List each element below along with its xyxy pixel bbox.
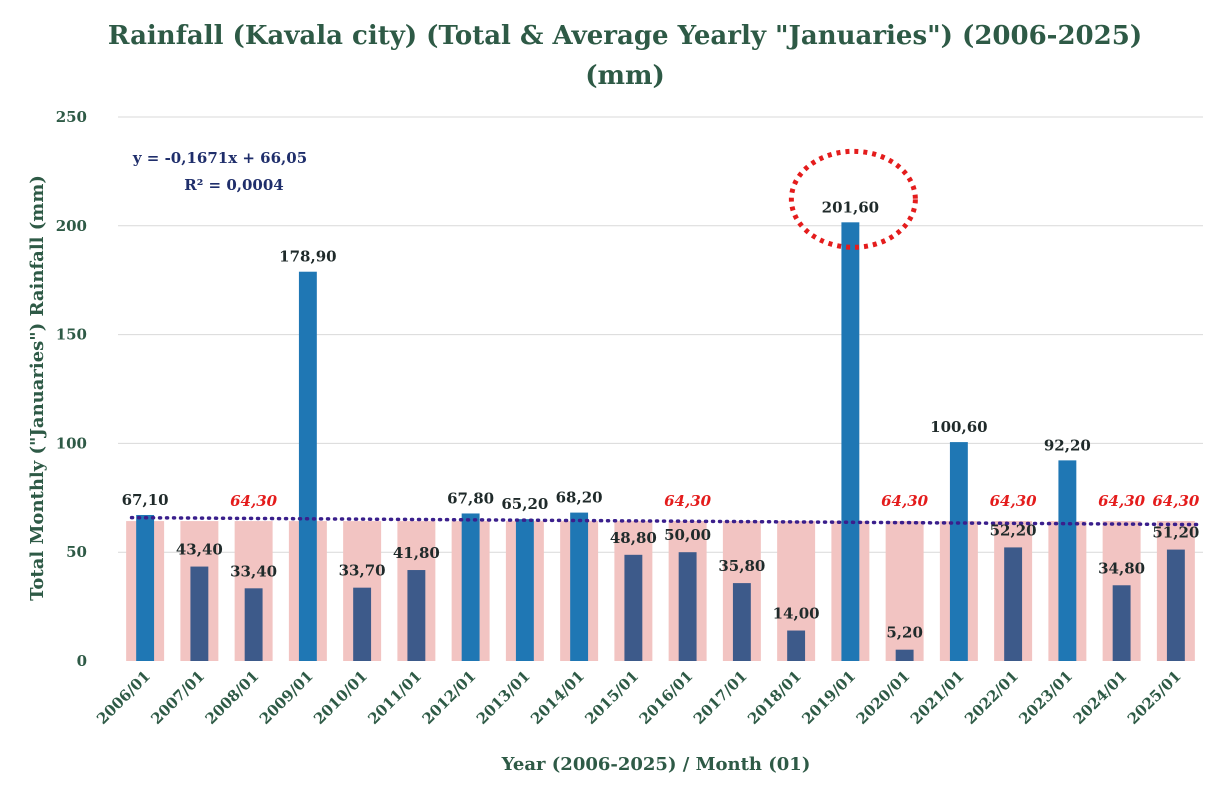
- data-label: 35,80: [718, 557, 765, 575]
- x-axis-title: Year (2006-2025) / Month (01): [501, 754, 811, 775]
- x-tick-label: 2008/01: [202, 667, 263, 728]
- highlight-marker: [788, 148, 918, 250]
- rainfall-bar: [1112, 585, 1131, 661]
- x-tick-label: 2015/01: [581, 667, 642, 728]
- data-label: 5,20: [886, 624, 923, 642]
- x-tick-label: 2025/01: [1124, 667, 1185, 728]
- x-tick-label: 2021/01: [907, 667, 968, 728]
- trendline: [129, 515, 1200, 527]
- y-tick-label: 0: [77, 652, 87, 670]
- rainfall-bar: [461, 513, 480, 661]
- data-label: 52,20: [990, 521, 1037, 539]
- rainfall-bar: [949, 442, 968, 661]
- rainfall-bar: [895, 649, 914, 661]
- chart-title-line2: (mm): [585, 61, 665, 91]
- x-tick-label: 2017/01: [690, 667, 751, 728]
- trend-equation: y = -0,1671x + 66,05: [132, 149, 307, 167]
- x-tick-label: 2020/01: [853, 667, 914, 728]
- x-tick-label: 2009/01: [256, 667, 317, 728]
- rainfall-bar: [515, 519, 534, 661]
- x-tick-label: 2019/01: [798, 667, 859, 728]
- x-tick-label: 2007/01: [147, 667, 208, 728]
- x-tick-label: 2010/01: [310, 667, 371, 728]
- data-label: 100,60: [930, 418, 987, 436]
- data-label: 92,20: [1044, 436, 1091, 454]
- x-tick-label: 2016/01: [636, 667, 697, 728]
- y-tick-label: 100: [56, 434, 87, 452]
- data-label: 50,00: [664, 526, 711, 544]
- rainfall-bar: [407, 570, 426, 661]
- trendline-path: [129, 515, 1200, 527]
- rainfall-bar: [298, 271, 317, 661]
- data-label: 34,80: [1098, 559, 1145, 577]
- x-tick-label: 2013/01: [473, 667, 534, 728]
- average-label: 64,30: [1098, 492, 1146, 510]
- data-label: 67,80: [447, 489, 494, 507]
- x-tick-label: 2012/01: [419, 667, 480, 728]
- data-label: 65,20: [501, 495, 548, 513]
- rainfall-bar: [190, 566, 209, 661]
- trend-r-squared: R² = 0,0004: [184, 176, 283, 194]
- rainfall-bar: [1058, 460, 1077, 661]
- rainfall-bar: [678, 552, 697, 661]
- data-label: 14,00: [773, 605, 820, 623]
- rainfall-bar: [570, 512, 589, 661]
- rainfall-bar: [624, 554, 643, 661]
- x-tick-label: 2024/01: [1070, 667, 1131, 728]
- y-axis-title: Total Monthly ("Januaries") Rainfall (mm…: [27, 175, 48, 601]
- average-label: 64,30: [881, 492, 929, 510]
- average-bars: [126, 521, 1195, 661]
- y-tick-label: 150: [56, 326, 87, 344]
- data-label: 51,20: [1152, 524, 1199, 542]
- average-label: 64,30: [990, 492, 1038, 510]
- data-label: 33,70: [339, 562, 386, 580]
- average-label: 64,30: [230, 492, 278, 510]
- data-label: 201,60: [822, 198, 879, 216]
- y-tick-label: 200: [56, 217, 87, 235]
- x-tick-label: 2023/01: [1015, 667, 1076, 728]
- data-label: 67,10: [122, 491, 169, 509]
- y-tick-label: 250: [56, 108, 87, 126]
- rainfall-bar: [841, 222, 860, 661]
- y-tick-label: 50: [66, 543, 87, 561]
- rainfall-bar: [787, 630, 806, 661]
- data-label: 41,80: [393, 544, 440, 562]
- x-tick-label: 2006/01: [93, 667, 154, 728]
- x-tick-labels: 2006/012007/012008/012009/012010/012011/…: [93, 667, 1185, 728]
- rainfall-bar: [353, 587, 372, 661]
- data-label: 33,40: [230, 562, 277, 580]
- x-tick-label: 2014/01: [527, 667, 588, 728]
- rainfall-bar: [244, 588, 263, 661]
- data-label: 48,80: [610, 529, 657, 547]
- x-tick-label: 2022/01: [961, 667, 1022, 728]
- data-label: 178,90: [279, 248, 336, 266]
- rainfall-bar: [732, 583, 751, 661]
- chart-title-line1: Rainfall (Kavala city) (Total & Average …: [108, 21, 1142, 51]
- x-tick-label: 2011/01: [364, 667, 425, 728]
- data-label: 43,40: [176, 541, 223, 559]
- average-label: 64,30: [664, 492, 712, 510]
- rainfall-bar: [1166, 549, 1185, 661]
- rainfall-bar: [136, 514, 155, 661]
- average-label: 64,30: [1152, 492, 1200, 510]
- highlight-ellipse: [788, 148, 918, 250]
- data-label: 68,20: [556, 489, 603, 507]
- rainfall-bar: [1004, 547, 1023, 661]
- average-bar: [885, 521, 924, 661]
- y-tick-labels: 0 50 100 150 200 250: [56, 108, 87, 670]
- rainfall-bars: [136, 222, 1185, 661]
- data-labels: 67,10 43,40 33,40 178,90 33,70 41,80 67,80 65,2…: [122, 198, 1200, 641]
- x-tick-label: 2018/01: [744, 667, 805, 728]
